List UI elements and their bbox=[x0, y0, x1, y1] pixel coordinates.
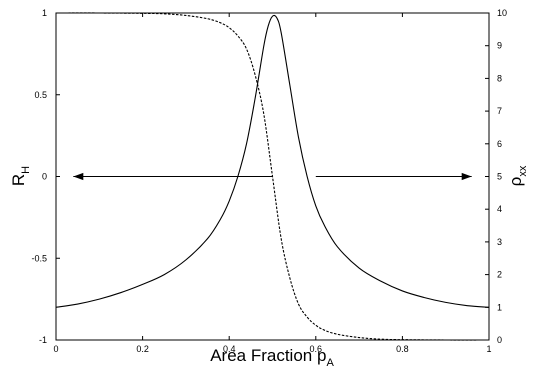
right-axis-title: ρxx bbox=[506, 165, 529, 186]
y-right-tick-label: 6 bbox=[497, 139, 502, 149]
y-left-tick-label: -1 bbox=[39, 335, 47, 345]
x-axis-title: Area Fraction pA bbox=[210, 346, 334, 369]
x-tick-label: 0.8 bbox=[396, 344, 409, 354]
left-axis-title: RH bbox=[9, 166, 32, 186]
y-left-tick-label: -0.5 bbox=[31, 253, 47, 263]
x-tick-label: 0.6 bbox=[310, 344, 323, 354]
y-right-tick-label: 1 bbox=[497, 302, 502, 312]
annotation-layer bbox=[73, 172, 472, 181]
x-tick-label: 0.4 bbox=[223, 344, 236, 354]
x-tick-label: 0 bbox=[53, 344, 58, 354]
y-right-tick-label: 0 bbox=[497, 335, 502, 345]
y-right-tick-label: 8 bbox=[497, 73, 502, 83]
y-right-tick-label: 9 bbox=[497, 41, 502, 51]
y-right-tick-label: 7 bbox=[497, 106, 502, 116]
y-right-tick-label: 4 bbox=[497, 204, 502, 214]
x-tick-label: 0.2 bbox=[136, 344, 149, 354]
y-left-tick-label: 1 bbox=[42, 8, 47, 18]
y-left-tick-label: 0.5 bbox=[34, 90, 47, 100]
arrow-head-left bbox=[73, 172, 84, 181]
y-right-tick-label: 5 bbox=[497, 172, 502, 182]
y-right-tick-label: 10 bbox=[497, 8, 507, 18]
y-right-tick-label: 3 bbox=[497, 237, 502, 247]
arrow-head-right bbox=[461, 172, 472, 181]
y-left-tick-label: 0 bbox=[42, 172, 47, 182]
solid-series-line bbox=[55, 14, 490, 308]
y-right-tick-label: 2 bbox=[497, 270, 502, 280]
x-tick-label: 1 bbox=[486, 344, 491, 354]
